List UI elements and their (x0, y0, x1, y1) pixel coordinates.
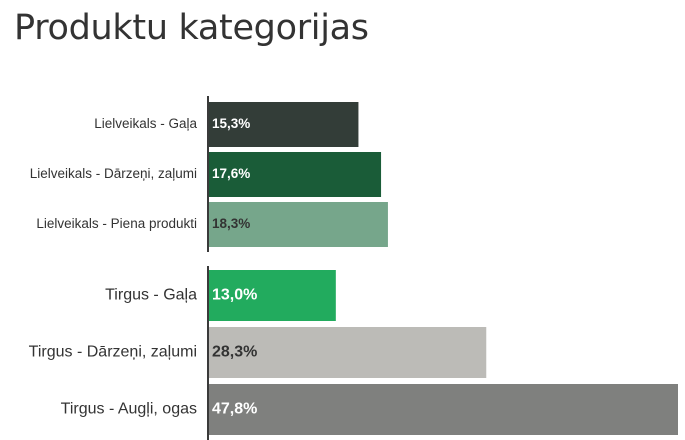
chart-title: Produktu kategorijas (14, 8, 369, 48)
bar-5 (208, 384, 678, 435)
value-label-2: 18,3% (212, 216, 250, 231)
category-label-2: Lielveikals - Piena produkti (36, 216, 197, 231)
value-label-5: 47,8% (212, 401, 257, 418)
bar-3 (208, 270, 336, 321)
bar-2 (208, 202, 388, 247)
value-label-4: 28,3% (212, 344, 257, 361)
bar-4 (208, 327, 487, 378)
value-label-0: 15,3% (212, 116, 250, 131)
category-label-3: Tirgus - Gaļa (105, 287, 197, 304)
category-label-1: Lielveikals - Dārzeņi, zaļumi (30, 166, 197, 181)
bar-0 (208, 102, 359, 147)
value-label-1: 17,6% (212, 166, 250, 181)
value-label-3: 13,0% (212, 287, 257, 304)
category-label-0: Lielveikals - Gaļa (94, 116, 197, 131)
category-label-5: Tirgus - Augļi, ogas (61, 401, 197, 418)
bar-1 (208, 152, 382, 197)
category-label-4: Tirgus - Dārzeņi, zaļumi (29, 344, 197, 361)
